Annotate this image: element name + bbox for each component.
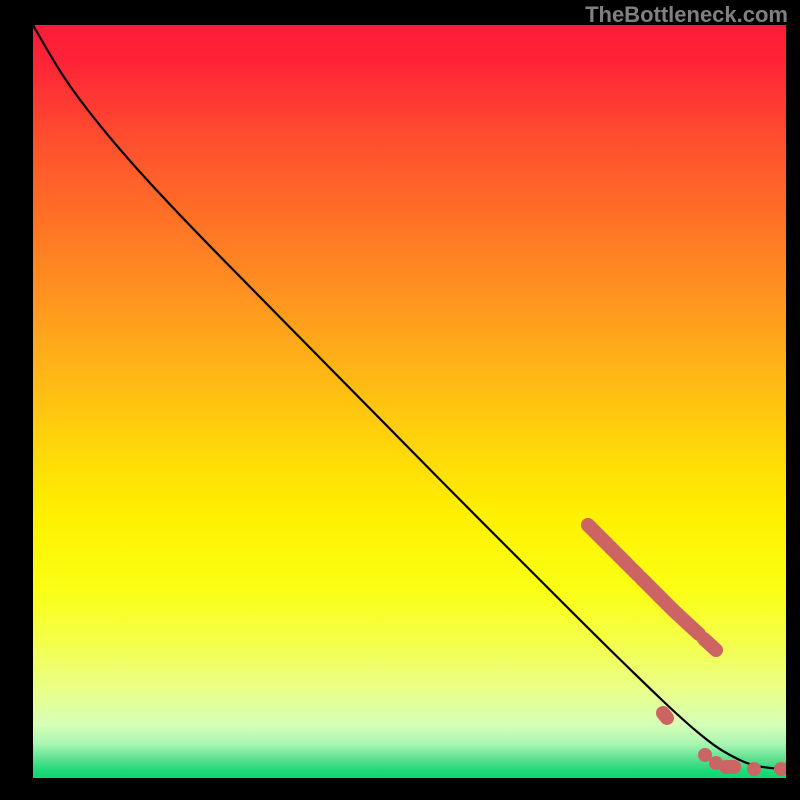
watermark-text: TheBottleneck.com [585,2,788,28]
marker-point [747,762,761,776]
plot-area [33,25,786,778]
gradient-background [33,25,786,778]
marker-segment [704,639,716,650]
marker-segment [687,623,699,634]
marker-segment [625,562,638,575]
chart-svg [33,25,786,778]
marker-segment [663,713,667,718]
